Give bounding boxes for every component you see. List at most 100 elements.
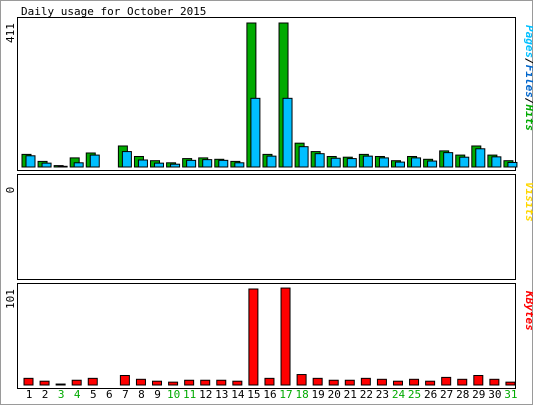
bar-kbytes-day-18: [296, 374, 307, 386]
x-tick-label-day-29: 29: [472, 388, 485, 401]
bar-kbytes-day-2: [39, 380, 50, 386]
y-label-hits-files-pages: Pages/Files/Hits: [523, 25, 533, 131]
bar-kbytes-day-12: [200, 379, 211, 386]
bar-kbytes-day-15: [248, 288, 259, 386]
bar-kbytes-day-17: [280, 287, 291, 386]
bar-files-day-3: [57, 165, 68, 168]
bar-kbytes-day-16: [264, 377, 275, 386]
x-tick-label-day-31: 31: [504, 388, 517, 401]
bar-files-day-18: [298, 146, 309, 168]
bar-files-day-10: [170, 163, 181, 168]
x-tick-label-day-19: 19: [312, 388, 325, 401]
bar-files-day-16: [266, 155, 277, 168]
bar-kbytes-day-26: [425, 380, 436, 386]
bar-kbytes-day-19: [312, 377, 323, 386]
y-max-label-hits-files-pages: 411: [4, 23, 17, 43]
bar-files-day-27: [443, 152, 454, 168]
bar-kbytes-day-29: [473, 374, 484, 386]
x-tick-label-day-12: 12: [199, 388, 212, 401]
chart-title: Daily usage for October 2015: [21, 5, 206, 18]
bar-kbytes-day-1: [23, 377, 34, 386]
plot-frame-hits-files-pages: [17, 17, 516, 171]
plot-frame-kbytes: [17, 283, 516, 389]
bar-kbytes-day-8: [135, 378, 146, 386]
x-tick-label-day-11: 11: [183, 388, 196, 401]
bar-kbytes-day-11: [184, 379, 195, 386]
bar-files-day-5: [89, 154, 100, 168]
y-label-part: Files: [523, 65, 533, 98]
bar-files-day-31: [507, 161, 518, 168]
bar-files-day-28: [459, 156, 470, 168]
x-tick-label-day-22: 22: [360, 388, 373, 401]
y-label-visits: Visits: [523, 182, 533, 222]
bar-files-day-2: [41, 162, 52, 168]
plot-frame-visits: [17, 174, 516, 280]
bar-kbytes-day-23: [376, 378, 387, 386]
x-tick-label-day-20: 20: [328, 388, 341, 401]
y-label-part: /: [523, 58, 533, 65]
bar-kbytes-day-30: [489, 378, 500, 386]
bar-files-day-12: [202, 159, 213, 168]
y-label-part: /: [523, 98, 533, 105]
x-tick-label-day-17: 17: [279, 388, 292, 401]
bar-kbytes-day-7: [119, 374, 130, 386]
x-tick-label-day-5: 5: [90, 388, 97, 401]
bar-kbytes-day-28: [457, 378, 468, 386]
x-tick-label-day-10: 10: [167, 388, 180, 401]
x-tick-label-day-24: 24: [392, 388, 406, 401]
bar-files-day-25: [411, 157, 422, 168]
x-tick-label-day-21: 21: [344, 388, 357, 401]
y-label-part: Hits: [523, 104, 533, 132]
bar-files-day-8: [137, 159, 148, 168]
x-tick-label-day-9: 9: [154, 388, 161, 401]
bar-kbytes-day-27: [441, 376, 452, 386]
bar-files-day-23: [378, 157, 389, 168]
x-tick-label-day-14: 14: [231, 388, 245, 401]
x-tick-label-day-26: 26: [424, 388, 437, 401]
bar-kbytes-day-5: [87, 377, 98, 386]
x-tick-label-day-27: 27: [440, 388, 453, 401]
bar-files-day-21: [346, 158, 357, 168]
y-label-part: Pages: [523, 25, 533, 58]
x-tick-label-day-15: 15: [247, 388, 260, 401]
x-tick-label-day-1: 1: [26, 388, 33, 401]
bar-files-day-11: [186, 159, 197, 168]
bar-kbytes-day-21: [344, 379, 355, 386]
bar-kbytes-day-14: [232, 380, 243, 386]
bar-kbytes-day-31: [505, 381, 516, 386]
y-label-kbytes: KBytes: [523, 290, 533, 331]
bar-files-day-4: [73, 162, 84, 168]
bar-files-day-26: [427, 160, 438, 168]
bar-files-day-29: [475, 148, 486, 168]
x-tick-label-day-18: 18: [295, 388, 308, 401]
y-max-label-visits: 0: [4, 187, 17, 194]
bar-files-day-14: [234, 162, 245, 168]
x-tick-label-day-28: 28: [456, 388, 469, 401]
x-tick-label-day-2: 2: [42, 388, 49, 401]
bar-files-day-17: [282, 97, 293, 168]
bar-files-day-20: [330, 157, 341, 168]
bar-kbytes-day-3: [55, 383, 66, 386]
x-tick-label-day-23: 23: [376, 388, 389, 401]
x-tick-label-day-25: 25: [408, 388, 421, 401]
x-tick-label-day-4: 4: [74, 388, 81, 401]
bar-files-day-30: [491, 156, 502, 168]
x-tick-label-day-16: 16: [263, 388, 276, 401]
x-tick-label-day-3: 3: [58, 388, 65, 401]
x-tick-label-day-13: 13: [215, 388, 228, 401]
x-tick-label-day-30: 30: [488, 388, 501, 401]
bar-files-day-7: [121, 151, 132, 168]
bar-files-day-15: [250, 97, 261, 168]
y-max-label-kbytes: 101: [4, 289, 17, 309]
x-tick-label-day-7: 7: [122, 388, 129, 401]
bar-files-day-22: [362, 155, 373, 168]
bar-kbytes-day-9: [152, 380, 163, 386]
bar-kbytes-day-20: [328, 379, 339, 386]
bar-kbytes-day-24: [392, 380, 403, 386]
bar-files-day-9: [154, 162, 165, 168]
bar-kbytes-day-13: [216, 379, 227, 386]
bar-kbytes-day-25: [409, 378, 420, 386]
bar-kbytes-day-22: [360, 377, 371, 386]
